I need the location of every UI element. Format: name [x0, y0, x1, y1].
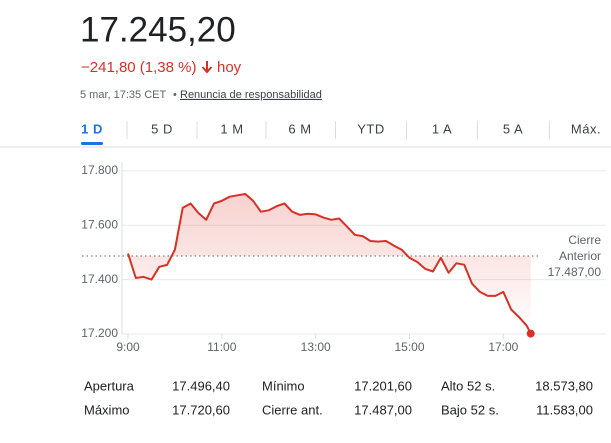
tab[interactable]: 1 A [432, 121, 452, 136]
stat-label: Alto 52 s. [441, 378, 495, 393]
stat-value: 11.583,00 [536, 402, 593, 417]
area [128, 194, 531, 334]
stat-label: Apertura [84, 378, 135, 393]
tab-indicator [81, 142, 103, 145]
x-tick-label: 13:00 [301, 340, 331, 354]
tab[interactable]: 1 D [81, 121, 103, 136]
y-tick-label: 17.400 [81, 272, 118, 286]
separator-dot: • [173, 89, 177, 101]
y-tick-label: 17.600 [81, 217, 118, 231]
disclaimer-link[interactable]: Renuncia de responsabilidad [180, 89, 322, 101]
tab[interactable]: 5 A [503, 121, 523, 136]
timestamp: 5 mar, 17:35 CET [80, 89, 166, 101]
x-tick-label: 11:00 [207, 340, 236, 354]
y-tick-label: 17.200 [81, 326, 118, 340]
tab[interactable]: 6 M [288, 121, 311, 136]
x-tick-label: 17:00 [488, 340, 518, 354]
x-tick-label: 9:00 [116, 340, 140, 354]
stat-label: Cierre ant. [262, 402, 323, 417]
stat-label: Bajo 52 s. [441, 402, 499, 417]
tab[interactable]: 1 M [220, 121, 243, 136]
price-change: −241,80 (1,38 %) [81, 59, 197, 76]
stat-value: 17.720,60 [172, 402, 230, 417]
last-point [526, 329, 535, 338]
reference-label: Cierre [568, 233, 601, 247]
stat-label: Máximo [84, 402, 130, 417]
tab[interactable]: Máx. [571, 121, 601, 136]
y-tick-label: 17.800 [81, 163, 118, 177]
stat-value: 17.496,40 [172, 378, 230, 393]
stat-value: 17.487,00 [354, 402, 412, 417]
tab[interactable]: YTD [357, 121, 385, 136]
stat-label: Mínimo [262, 378, 305, 393]
x-tick-label: 15:00 [394, 340, 424, 354]
reference-label: Anterior [559, 249, 601, 263]
price-line [127, 193, 532, 335]
stat-value: 17.201,60 [354, 378, 412, 393]
change-period: hoy [217, 59, 242, 76]
stat-value: 18.573,80 [535, 378, 593, 393]
price: 17.245,20 [80, 10, 236, 49]
down-arrow [201, 61, 213, 74]
reference-value: 17.487,00 [548, 265, 602, 279]
tab[interactable]: 5 D [151, 121, 173, 136]
